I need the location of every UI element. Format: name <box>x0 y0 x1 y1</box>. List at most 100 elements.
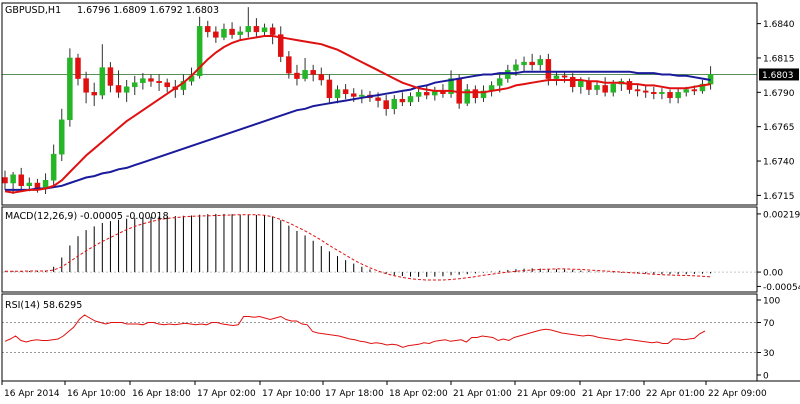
bullish-candle[interactable] <box>537 59 544 66</box>
bullish-candle[interactable] <box>10 174 16 184</box>
time-axis-label: 16 Apr 18:00 <box>132 389 191 399</box>
macd-axis-label: 0.00219 <box>763 210 800 220</box>
bearish-candle[interactable] <box>75 57 81 79</box>
bullish-candle[interactable] <box>261 27 268 33</box>
bullish-candle[interactable] <box>699 83 706 92</box>
price-axis-label: 1.6765 <box>763 123 795 133</box>
bullish-candle[interactable] <box>407 96 414 103</box>
bearish-candle[interactable] <box>326 79 333 99</box>
bullish-candle[interactable] <box>496 78 503 86</box>
bullish-candle[interactable] <box>415 92 422 97</box>
bearish-candle[interactable] <box>634 89 641 92</box>
bullish-candle[interactable] <box>302 70 308 79</box>
bullish-candle[interactable] <box>553 75 560 79</box>
bearish-candle[interactable] <box>651 92 657 94</box>
bearish-candle[interactable] <box>2 177 8 184</box>
bullish-candle[interactable] <box>659 92 665 94</box>
time-axis-label: 18 Apr 02:00 <box>389 389 448 399</box>
price-panel-frame <box>1 2 758 206</box>
bearish-candle[interactable] <box>310 70 316 75</box>
bullish-candle[interactable] <box>221 28 227 38</box>
bearish-candle[interactable] <box>91 92 97 96</box>
price-axis-label: 1.6790 <box>763 89 795 99</box>
rsi-panel[interactable] <box>4 314 706 348</box>
bearish-candle[interactable] <box>667 92 673 99</box>
current-price-tag-label: 1.6803 <box>762 71 794 81</box>
bearish-candle[interactable] <box>456 78 462 104</box>
bearish-candle[interactable] <box>213 31 219 38</box>
bullish-candle[interactable] <box>464 89 471 104</box>
bullish-candle[interactable] <box>59 119 65 155</box>
bullish-candle[interactable] <box>513 64 519 71</box>
bearish-candle[interactable] <box>642 90 649 93</box>
bullish-candle[interactable] <box>594 85 600 90</box>
bearish-candle[interactable] <box>148 78 154 82</box>
bearish-candle[interactable] <box>18 174 24 187</box>
bearish-candle[interactable] <box>423 92 430 96</box>
bullish-candle[interactable] <box>480 90 487 99</box>
bullish-candle[interactable] <box>237 31 243 35</box>
bullish-candle[interactable] <box>196 26 203 77</box>
bearish-candle[interactable] <box>545 59 552 79</box>
bearish-candle[interactable] <box>350 93 357 97</box>
bullish-candle[interactable] <box>359 94 365 97</box>
bearish-candle[interactable] <box>383 100 389 110</box>
bearish-candle[interactable] <box>602 85 608 93</box>
time-axis-label: 21 Apr 01:00 <box>453 389 512 399</box>
bearish-candle[interactable] <box>375 97 381 101</box>
ohlc-readout: 1.6796 1.6809 1.6792 1.6803 <box>77 5 219 16</box>
bearish-candle[interactable] <box>107 67 114 86</box>
bearish-candle[interactable] <box>253 26 260 33</box>
bearish-candle[interactable] <box>318 74 325 81</box>
current-price-tag <box>759 68 799 81</box>
bearish-candle[interactable] <box>691 89 698 92</box>
bearish-candle[interactable] <box>156 81 162 83</box>
bearish-candle[interactable] <box>277 34 284 57</box>
bullish-candle[interactable] <box>448 78 454 94</box>
bullish-candle[interactable] <box>675 92 681 99</box>
bearish-candle[interactable] <box>286 56 292 74</box>
bullish-candle[interactable] <box>578 81 584 88</box>
price-axis-label: 1.6715 <box>763 192 795 202</box>
bearish-candle[interactable] <box>229 28 235 35</box>
bullish-candle[interactable] <box>50 153 57 181</box>
bearish-candle[interactable] <box>164 82 170 88</box>
bearish-candle[interactable] <box>472 89 479 99</box>
bullish-candle[interactable] <box>610 83 616 93</box>
time-axis-label: 16 Apr 10:00 <box>67 389 126 399</box>
macd-axis-label: -0.00054 <box>763 283 800 293</box>
bullish-candle[interactable] <box>683 89 689 93</box>
bullish-candle[interactable] <box>123 86 130 93</box>
bearish-candle[interactable] <box>561 75 568 78</box>
fast-moving-average-line <box>4 35 711 194</box>
macd-panel-frame <box>1 206 758 293</box>
bullish-candle[interactable] <box>26 182 33 187</box>
bearish-candle[interactable] <box>626 81 633 90</box>
bullish-candle[interactable] <box>67 57 73 121</box>
rsi-axis-label: 100 <box>763 297 780 307</box>
bearish-candle[interactable] <box>83 78 89 93</box>
bearish-candle[interactable] <box>205 26 211 33</box>
bullish-candle[interactable] <box>132 82 138 88</box>
bearish-candle[interactable] <box>115 85 122 93</box>
macd-panel[interactable] <box>4 213 712 281</box>
bearish-candle[interactable] <box>269 27 276 35</box>
bearish-candle[interactable] <box>342 89 349 94</box>
bullish-candle[interactable] <box>140 78 146 83</box>
bearish-candle[interactable] <box>586 81 592 90</box>
bearish-candle[interactable] <box>399 98 406 103</box>
bearish-candle[interactable] <box>569 76 576 88</box>
bullish-candle[interactable] <box>334 89 341 99</box>
bullish-candle[interactable] <box>505 70 511 79</box>
price-panel[interactable] <box>2 7 757 195</box>
bullish-candle[interactable] <box>521 61 527 66</box>
bullish-candle[interactable] <box>245 26 252 33</box>
bullish-candle[interactable] <box>391 98 398 110</box>
bearish-candle[interactable] <box>294 72 300 79</box>
bearish-candle[interactable] <box>529 61 535 66</box>
bullish-candle[interactable] <box>99 67 106 96</box>
time-axis-label: 16 Apr 2014 <box>4 389 60 399</box>
